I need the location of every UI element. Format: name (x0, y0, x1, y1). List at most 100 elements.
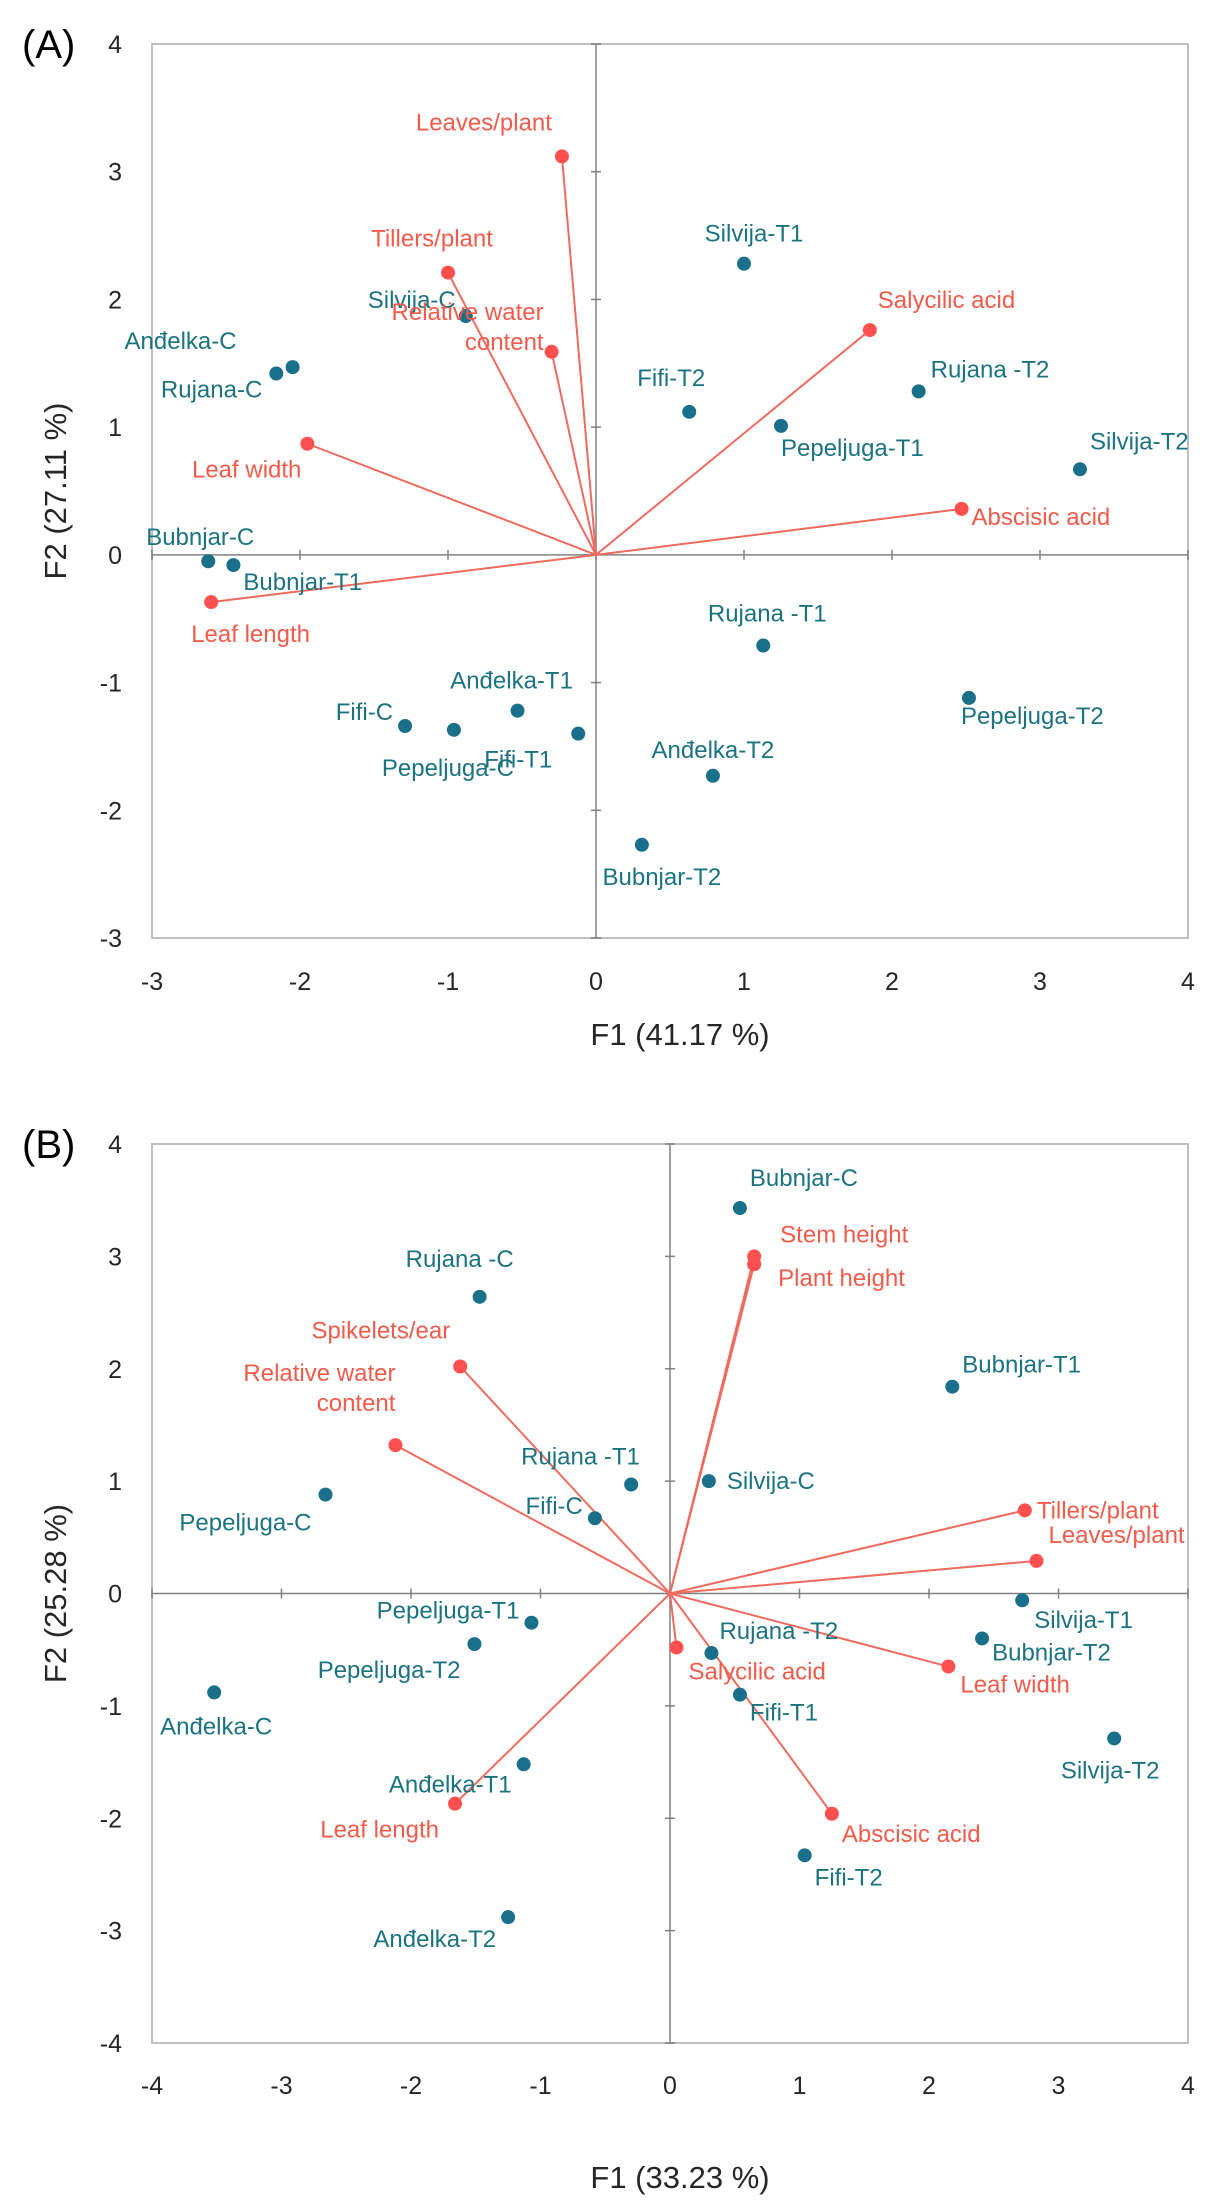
observation-point-silvija-t1 (737, 256, 751, 271)
variable-point-tillers-plant (1017, 1503, 1032, 1518)
variable-point-leaf-width (941, 1659, 956, 1674)
observation-label-rujana-c: Rujana-C (161, 377, 262, 404)
observation-point-bubnjar-c (732, 1201, 747, 1216)
observation-label-bubnjar-c: Bubnjar-C (146, 524, 254, 551)
observation-label-bubnjar-t1: Bubnjar-T1 (243, 569, 362, 596)
observation-label-silvija-t2: Silvija-T2 (1061, 1757, 1160, 1784)
observation-label-pepeljuga-t2: Pepeljuga-T2 (318, 1657, 461, 1684)
observation-point-fifi-c (398, 718, 413, 733)
x-tick-label: 2 (885, 968, 899, 996)
observation-point-andelka-t1 (510, 703, 525, 718)
x-tick-label: 2 (922, 2072, 936, 2100)
observation-label-fifi-t2: Fifi-T2 (637, 365, 705, 392)
observation-point-andelka-c (285, 360, 300, 375)
x-tick-label: -1 (529, 2072, 551, 2100)
y-tick-label: -1 (100, 670, 122, 698)
vector-line-relative-water-content (394, 1444, 671, 1595)
variable-point-plant-height (747, 1257, 762, 1272)
y-tick-label: 1 (108, 1468, 122, 1496)
observation-point-rujana-c (269, 366, 284, 381)
y-tick-label: 0 (108, 542, 122, 570)
observation-point-bubnjar-t2 (634, 837, 649, 852)
observation-label-bubnjar-t1: Bubnjar-T1 (962, 1352, 1081, 1379)
vector-line-leaf-width (307, 442, 597, 556)
variable-label-stem-height: Stem height (780, 1221, 908, 1248)
panel-label: (A) (22, 23, 75, 67)
x-tick-label: -1 (437, 968, 459, 996)
panel-label: (B) (22, 1123, 75, 1167)
observation-point-silvija-c (701, 1474, 716, 1489)
variable-label-relative-water-content: Relative water content (392, 299, 544, 356)
vector-line-leaves-plant (560, 156, 597, 555)
y-tick-label: -3 (100, 925, 122, 953)
observation-label-rujana-t2: Rujana -T2 (719, 1618, 838, 1645)
observation-label-andelka-t2: Anđelka-T2 (373, 1926, 496, 1953)
vector-line-tillers-plant (447, 272, 597, 556)
variable-point-salycilic-acid (669, 1640, 684, 1655)
x-tick-label: 0 (589, 968, 603, 996)
observation-label-pepeljuga-c: Pepeljuga-C (382, 755, 514, 782)
observation-label-rujana-t2: Rujana -T2 (931, 356, 1050, 383)
variable-label-tillers-plant: Tillers/plant (371, 226, 493, 253)
observation-point-pepeljuga-t2 (467, 1637, 482, 1652)
variable-point-leaf-length (448, 1796, 463, 1811)
observation-point-pepeljuga-t1 (774, 418, 788, 433)
observation-point-pepeljuga-t1 (524, 1615, 539, 1630)
observation-label-silvija-t1: Silvija-T1 (705, 221, 804, 248)
x-tick-label: 0 (663, 2072, 677, 2100)
variable-point-leaves-plant (554, 149, 569, 164)
observation-point-rujana-t2 (911, 384, 926, 399)
observation-point-andelka-t1 (516, 1757, 531, 1772)
vector-line-abscisic-acid (669, 1592, 833, 1815)
y-axis-title: F2 (27.11 %) (38, 403, 73, 580)
variable-label-leaf-width: Leaf width (192, 457, 301, 484)
observation-point-andelka-t2 (501, 1910, 516, 1925)
x-tick-label: 3 (1033, 968, 1047, 996)
vector-line-salycilic-acid (595, 329, 871, 556)
vector-line-tillers-plant (669, 1509, 1026, 1595)
observation-point-andelka-c (207, 1685, 222, 1700)
observation-label-fifi-t1: Fifi-T1 (750, 1700, 818, 1727)
y-tick-label: 1 (108, 414, 122, 442)
variable-label-relative-water-content: Relative water content (243, 1360, 395, 1417)
variable-label-plant-height: Plant height (778, 1265, 905, 1292)
observation-point-fifi-t2 (682, 404, 697, 419)
x-tick-label: -2 (289, 968, 311, 996)
observation-point-bubnjar-t1 (226, 558, 241, 573)
observation-label-pepeljuga-t1: Pepeljuga-T1 (377, 1598, 520, 1625)
y-tick-label: 4 (108, 31, 122, 59)
observation-point-pepeljuga-c (446, 722, 461, 737)
x-tick-label: -3 (270, 2072, 292, 2100)
plot-frame (151, 43, 1189, 939)
vector-line-relative-water-content (550, 351, 597, 556)
observation-label-rujana-c: Rujana -C (406, 1246, 514, 1273)
variable-point-tillers-plant (441, 265, 455, 280)
observation-label-fifi-c: Fifi-C (526, 1493, 583, 1520)
observation-label-andelka-t1: Anđelka-T1 (389, 1771, 512, 1798)
variable-point-leaf-length (204, 595, 219, 610)
observation-point-silvija-t2 (1107, 1731, 1122, 1746)
observation-label-silvija-c: Silvija-C (727, 1468, 815, 1495)
x-tick-label: 1 (737, 968, 751, 996)
variable-label-leaves-plant: Leaves/plant (416, 109, 552, 136)
y-tick-label: 3 (108, 1243, 122, 1271)
x-tick-label: -3 (141, 968, 163, 996)
variable-point-abscisic-acid (954, 501, 969, 516)
vector-line-salycilic-acid (669, 1593, 678, 1648)
observation-point-fifi-t1 (571, 726, 586, 741)
observation-label-andelka-t1: Anđelka-T1 (450, 668, 573, 695)
vector-line-leaves-plant (669, 1559, 1037, 1595)
vector-line-plant-height (669, 1263, 756, 1594)
variable-label-leaf-length: Leaf length (191, 621, 310, 648)
variable-point-spikelets-ear (453, 1359, 468, 1374)
observation-label-silvija-c: Silvija-C (368, 287, 456, 314)
variable-point-relative-water-content (388, 1438, 403, 1453)
variable-point-leaf-width (300, 436, 315, 451)
variable-label-salycilic-acid: Salycilic acid (688, 1658, 825, 1685)
vector-line-spikelets-ear (459, 1365, 671, 1595)
x-axis-title: F1 (33.23 %) (590, 2160, 769, 2195)
observation-point-rujana-c (472, 1289, 487, 1304)
observation-label-rujana-t1: Rujana -T1 (521, 1443, 640, 1470)
observation-label-fifi-t1: Fifi-T1 (484, 747, 552, 774)
